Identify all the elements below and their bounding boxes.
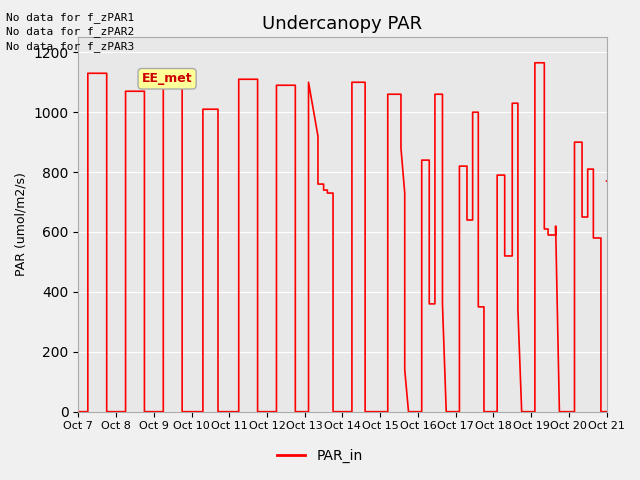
- Text: No data for f_zPAR3: No data for f_zPAR3: [6, 41, 134, 52]
- Legend: PAR_in: PAR_in: [272, 443, 368, 468]
- Text: No data for f_zPAR1: No data for f_zPAR1: [6, 12, 134, 23]
- Title: Undercanopy PAR: Undercanopy PAR: [262, 15, 422, 33]
- Text: No data for f_zPAR2: No data for f_zPAR2: [6, 26, 134, 37]
- Text: EE_met: EE_met: [142, 72, 193, 85]
- Y-axis label: PAR (umol/m2/s): PAR (umol/m2/s): [15, 173, 28, 276]
